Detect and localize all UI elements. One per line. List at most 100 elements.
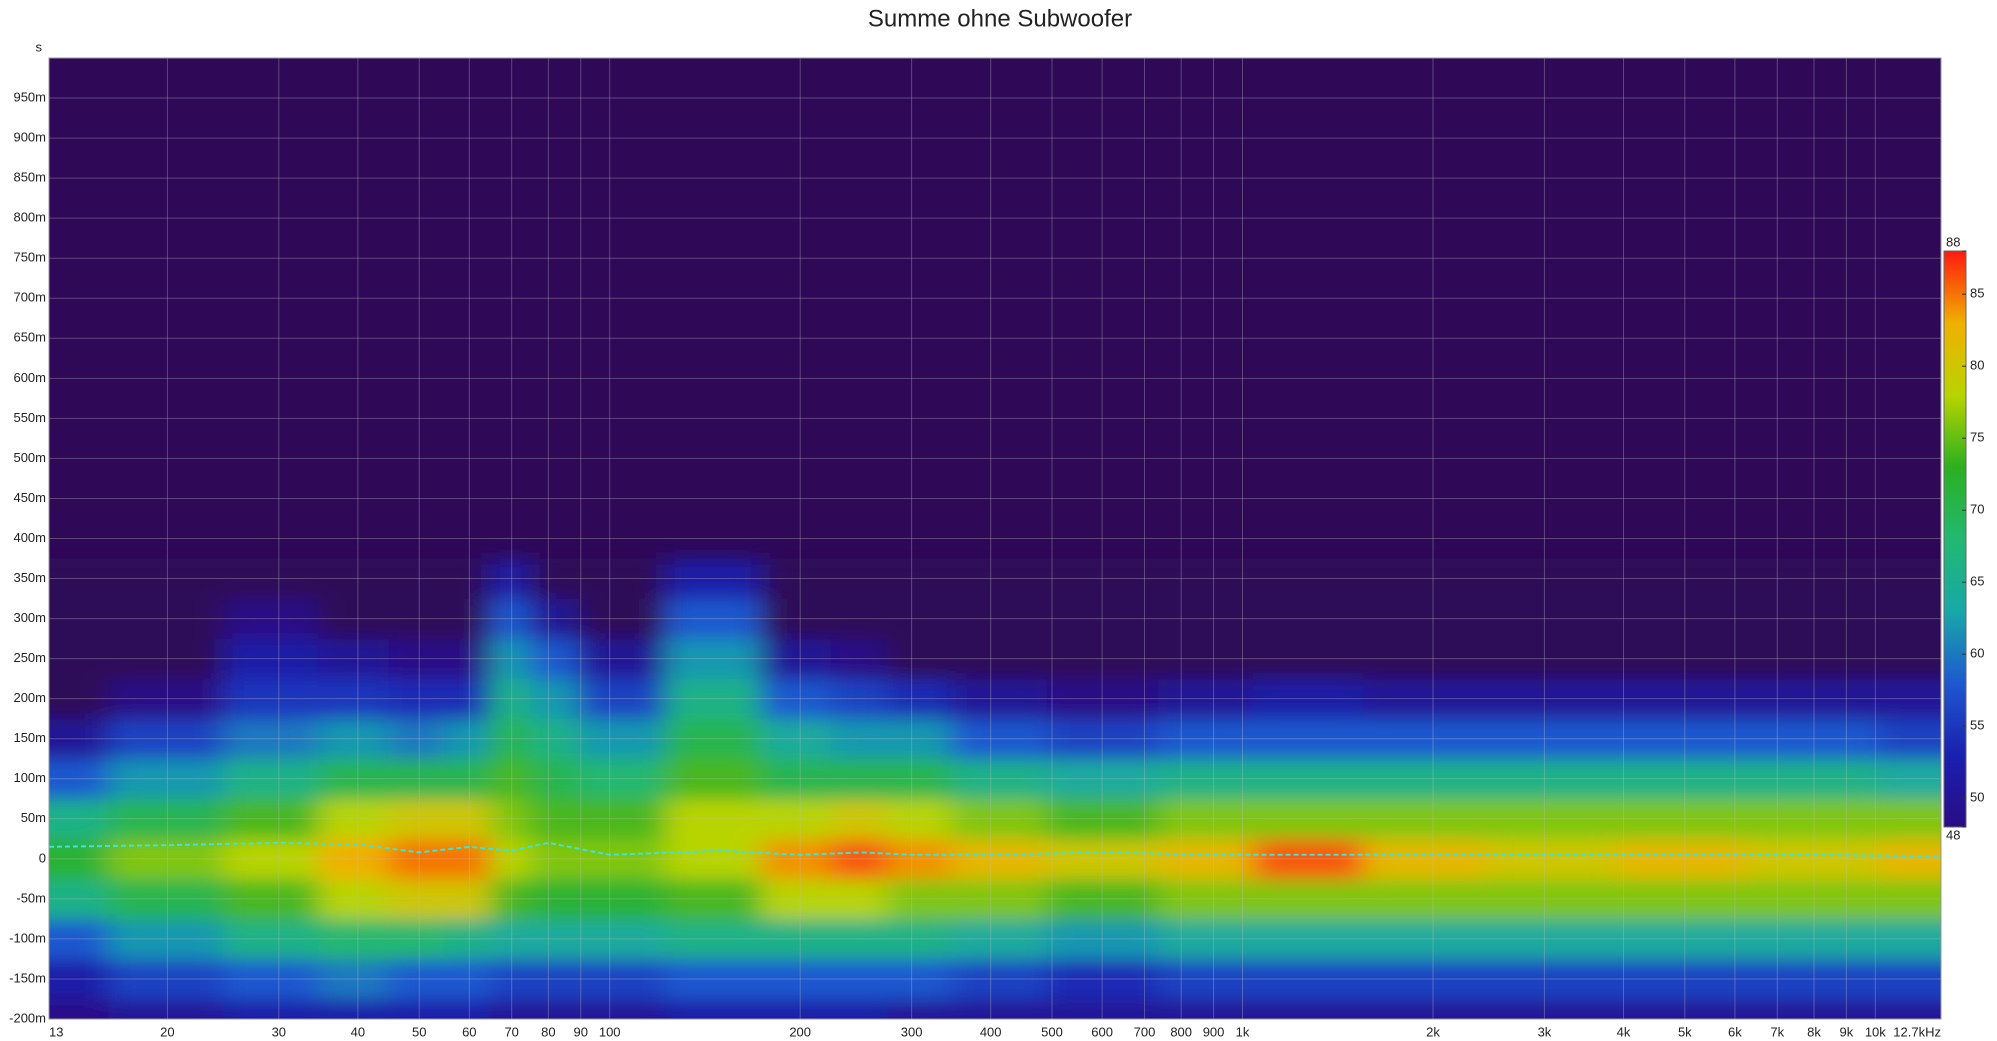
heatmap-cell (1749, 638, 1878, 680)
y-tick-label: -150m (9, 970, 46, 985)
x-tick-label: 9k (1839, 1024, 1853, 1039)
heatmap-cell (1253, 798, 1364, 840)
heatmap-cell (1877, 718, 1941, 760)
heatmap-cell (1749, 798, 1878, 840)
heatmap-cell (830, 598, 888, 640)
heatmap-cell (1362, 998, 1490, 1019)
heatmap-cell (530, 638, 580, 680)
heatmap-cell (579, 758, 666, 800)
heatmap-cell (1253, 678, 1364, 720)
heatmap-cell (1488, 998, 1616, 1019)
heatmap-cell (49, 958, 109, 1000)
heatmap-cell (830, 558, 888, 600)
heatmap-cell (388, 998, 445, 1019)
x-tick-label: 4k (1617, 1024, 1631, 1039)
heatmap-cell (1253, 718, 1364, 760)
heatmap-cell (1614, 958, 1750, 1000)
heatmap-cell (1749, 758, 1878, 800)
heatmap-cell (108, 798, 224, 840)
heatmap-cell (530, 718, 580, 760)
heatmap-cell (444, 998, 491, 1019)
x-tick-label: 6k (1728, 1024, 1742, 1039)
heatmap-cell (490, 838, 531, 880)
heatmap-cell (579, 998, 666, 1019)
heatmap-cell (444, 558, 491, 600)
heatmap-cell (1253, 958, 1364, 1000)
heatmap-cell (388, 958, 445, 1000)
heatmap-cell (1253, 918, 1364, 960)
heatmap-cell (490, 918, 531, 960)
y-tick-label: 150m (13, 730, 46, 745)
y-tick-label: 250m (13, 650, 46, 665)
heatmap-cell (530, 678, 580, 720)
heatmap-cell (886, 918, 952, 960)
x-tick-label: 300 (901, 1024, 923, 1039)
heatmap-cell (223, 798, 319, 840)
heatmap-cell (490, 678, 531, 720)
y-tick-label: 500m (13, 450, 46, 465)
heatmap-cell (1749, 958, 1878, 1000)
heatmap-cell (388, 598, 445, 640)
heatmap-cell (1877, 918, 1941, 960)
heatmap-cell (1614, 798, 1750, 840)
heatmap-cell (1877, 798, 1941, 840)
heatmap-cell (665, 838, 762, 880)
heatmap-cell (1614, 598, 1750, 640)
y-tick-label: 550m (13, 410, 46, 425)
heatmap-cell (1877, 878, 1941, 920)
heatmap-cell (490, 958, 531, 1000)
heatmap-cell (579, 838, 666, 880)
heatmap-cell (318, 918, 390, 960)
heatmap-cell (830, 958, 888, 1000)
heatmap-cell (108, 958, 224, 1000)
y-tick-label: -50m (16, 890, 46, 905)
heatmap-cell (886, 998, 952, 1019)
heatmap-cell (1614, 918, 1750, 960)
heatmap-cell (1488, 798, 1616, 840)
x-tick-label: 1k (1236, 1024, 1250, 1039)
heatmap-cell (886, 638, 952, 680)
y-tick-label: 800m (13, 210, 46, 225)
heatmap-cell (830, 758, 888, 800)
heatmap-cell (318, 998, 390, 1019)
heatmap-cell (1877, 598, 1941, 640)
heatmap-cell (760, 758, 832, 800)
y-tick-label: 0 (39, 850, 46, 865)
heatmap-cell (1046, 878, 1159, 920)
x-tick-label: 500 (1041, 1024, 1063, 1039)
colorbar-tick-label: 70 (1970, 502, 1984, 517)
y-tick-label: 350m (13, 570, 46, 585)
x-tick-label: 3k (1538, 1024, 1552, 1039)
x-tick-label: 200 (789, 1024, 811, 1039)
heatmap-cell (830, 638, 888, 680)
heatmap-cell (760, 998, 832, 1019)
x-tick-label: 400 (980, 1024, 1002, 1039)
heatmap-cell (1614, 878, 1750, 920)
heatmap-cell (579, 558, 666, 600)
heatmap-cell (530, 558, 580, 600)
heatmap-cell (444, 598, 491, 640)
heatmap-cell (830, 918, 888, 960)
heatmap-cell (490, 798, 531, 840)
heatmap-cell (444, 878, 491, 920)
heatmap-cell (49, 758, 109, 800)
heatmap-cell (579, 638, 666, 680)
heatmap-cell (760, 958, 832, 1000)
heatmap-cell (830, 718, 888, 760)
heatmap-cell (760, 798, 832, 840)
heatmap-cell (388, 798, 445, 840)
x-tick-label: 80 (541, 1024, 555, 1039)
y-tick-label: 450m (13, 490, 46, 505)
heatmap-cell (1157, 558, 1254, 600)
heatmap-cell (318, 878, 390, 920)
colorbar-tick-label: 75 (1970, 430, 1984, 445)
heatmap-cell (223, 758, 319, 800)
heatmap-cell (223, 918, 319, 960)
heatmap-cell (665, 918, 762, 960)
heatmap-cell (760, 838, 832, 880)
heatmap-cell (490, 758, 531, 800)
heatmap-cell (1877, 758, 1941, 800)
heatmap-cell (1877, 958, 1941, 1000)
heatmap-cell (830, 838, 888, 880)
heatmap-cell (49, 638, 109, 680)
